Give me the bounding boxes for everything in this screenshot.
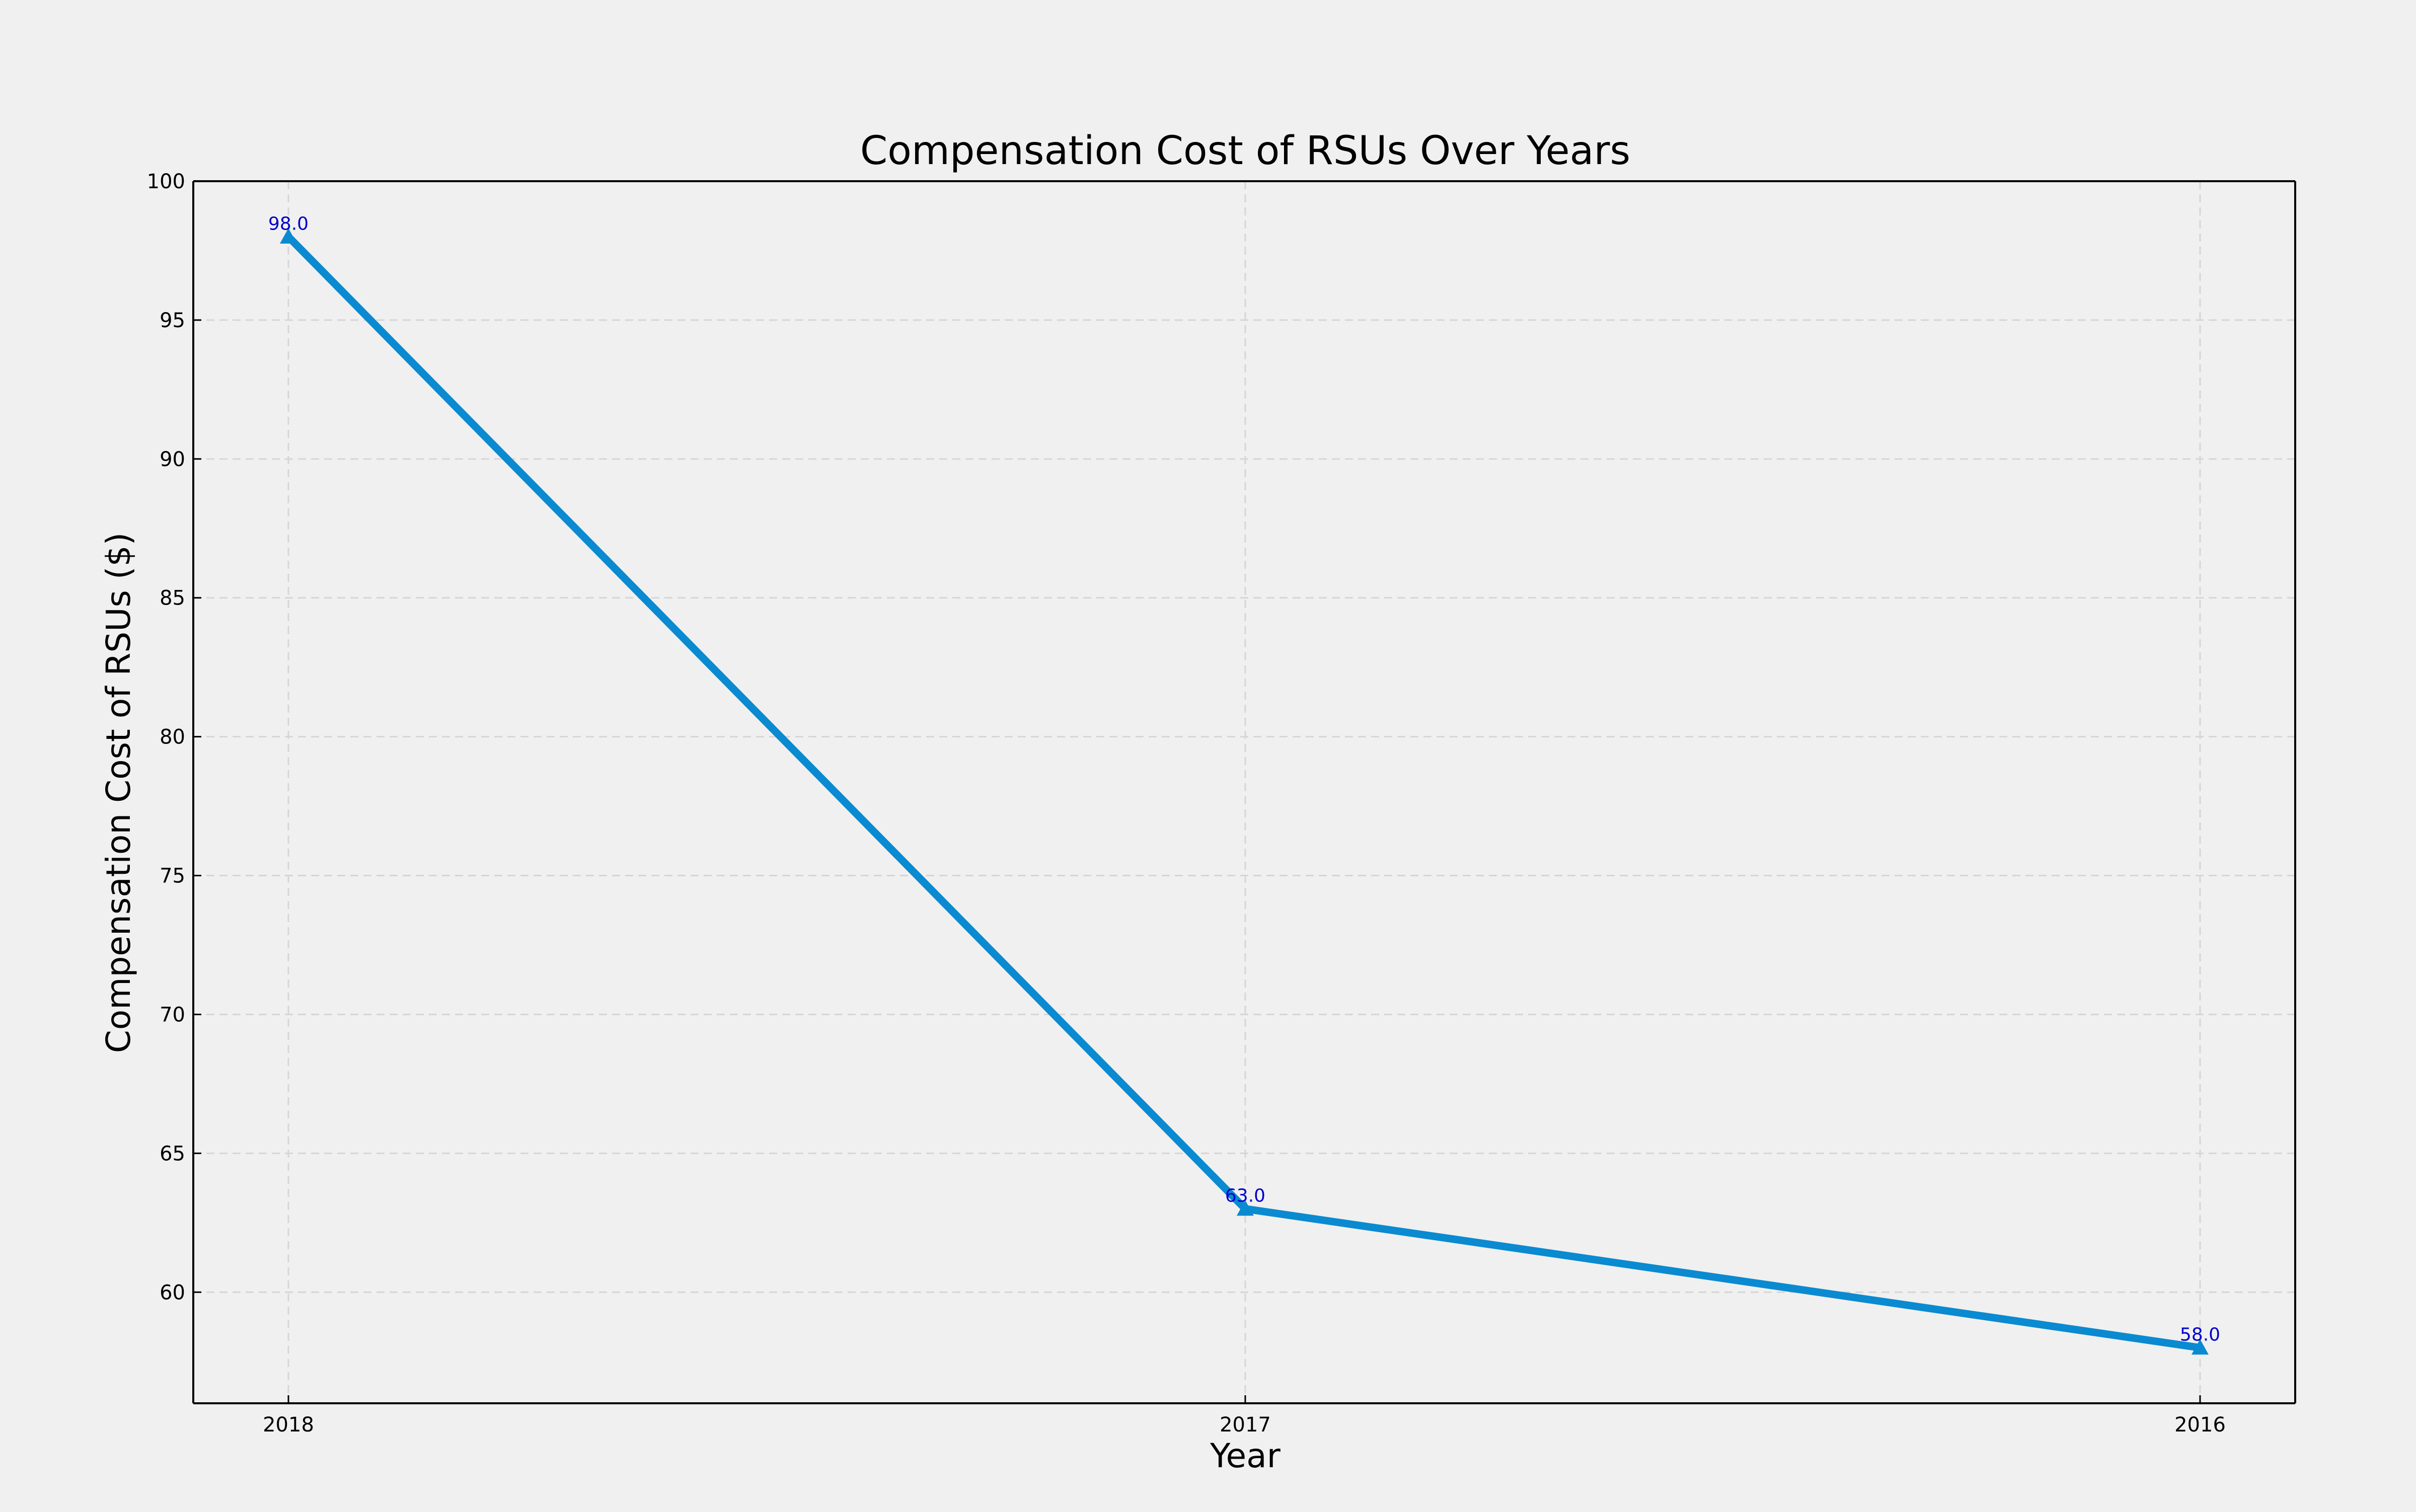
data-label: 58.0 — [2180, 1325, 2220, 1345]
data-labels: 98.0 63.0 58.0 — [268, 213, 2220, 1345]
y-tick-label: 100 — [147, 170, 185, 193]
y-tick-label: 60 — [160, 1281, 185, 1304]
y-tick-label: 75 — [160, 865, 185, 888]
y-axis-label: Compensation Cost of RSUs ($) — [99, 533, 138, 1053]
series-line — [285, 234, 2201, 1352]
x-tick-label: 2016 — [2174, 1413, 2226, 1437]
y-tick-label: 95 — [160, 309, 185, 332]
axes: 60 65 70 75 80 85 90 95 100 2018 2017 2016 — [147, 170, 2296, 1437]
x-tick-label: 2017 — [1220, 1413, 1271, 1437]
data-label: 63.0 — [1225, 1186, 1265, 1206]
y-tick-label: 85 — [160, 587, 185, 610]
x-tick-label: 2018 — [263, 1413, 314, 1437]
x-axis-label: Year — [1210, 1437, 1281, 1475]
y-tick-label: 80 — [160, 726, 185, 749]
data-point-marker — [280, 228, 297, 244]
data-point-marker — [1237, 1200, 1254, 1216]
y-tick-label: 65 — [160, 1142, 185, 1165]
series-line-group — [280, 228, 2209, 1355]
data-label: 98.0 — [268, 213, 309, 234]
data-point-marker — [2192, 1339, 2209, 1355]
y-tick-label: 70 — [160, 1003, 185, 1026]
chart-title: Compensation Cost of RSUs Over Years — [860, 128, 1630, 174]
y-tick-label: 90 — [160, 448, 185, 471]
grid-lines — [193, 180, 2295, 1403]
